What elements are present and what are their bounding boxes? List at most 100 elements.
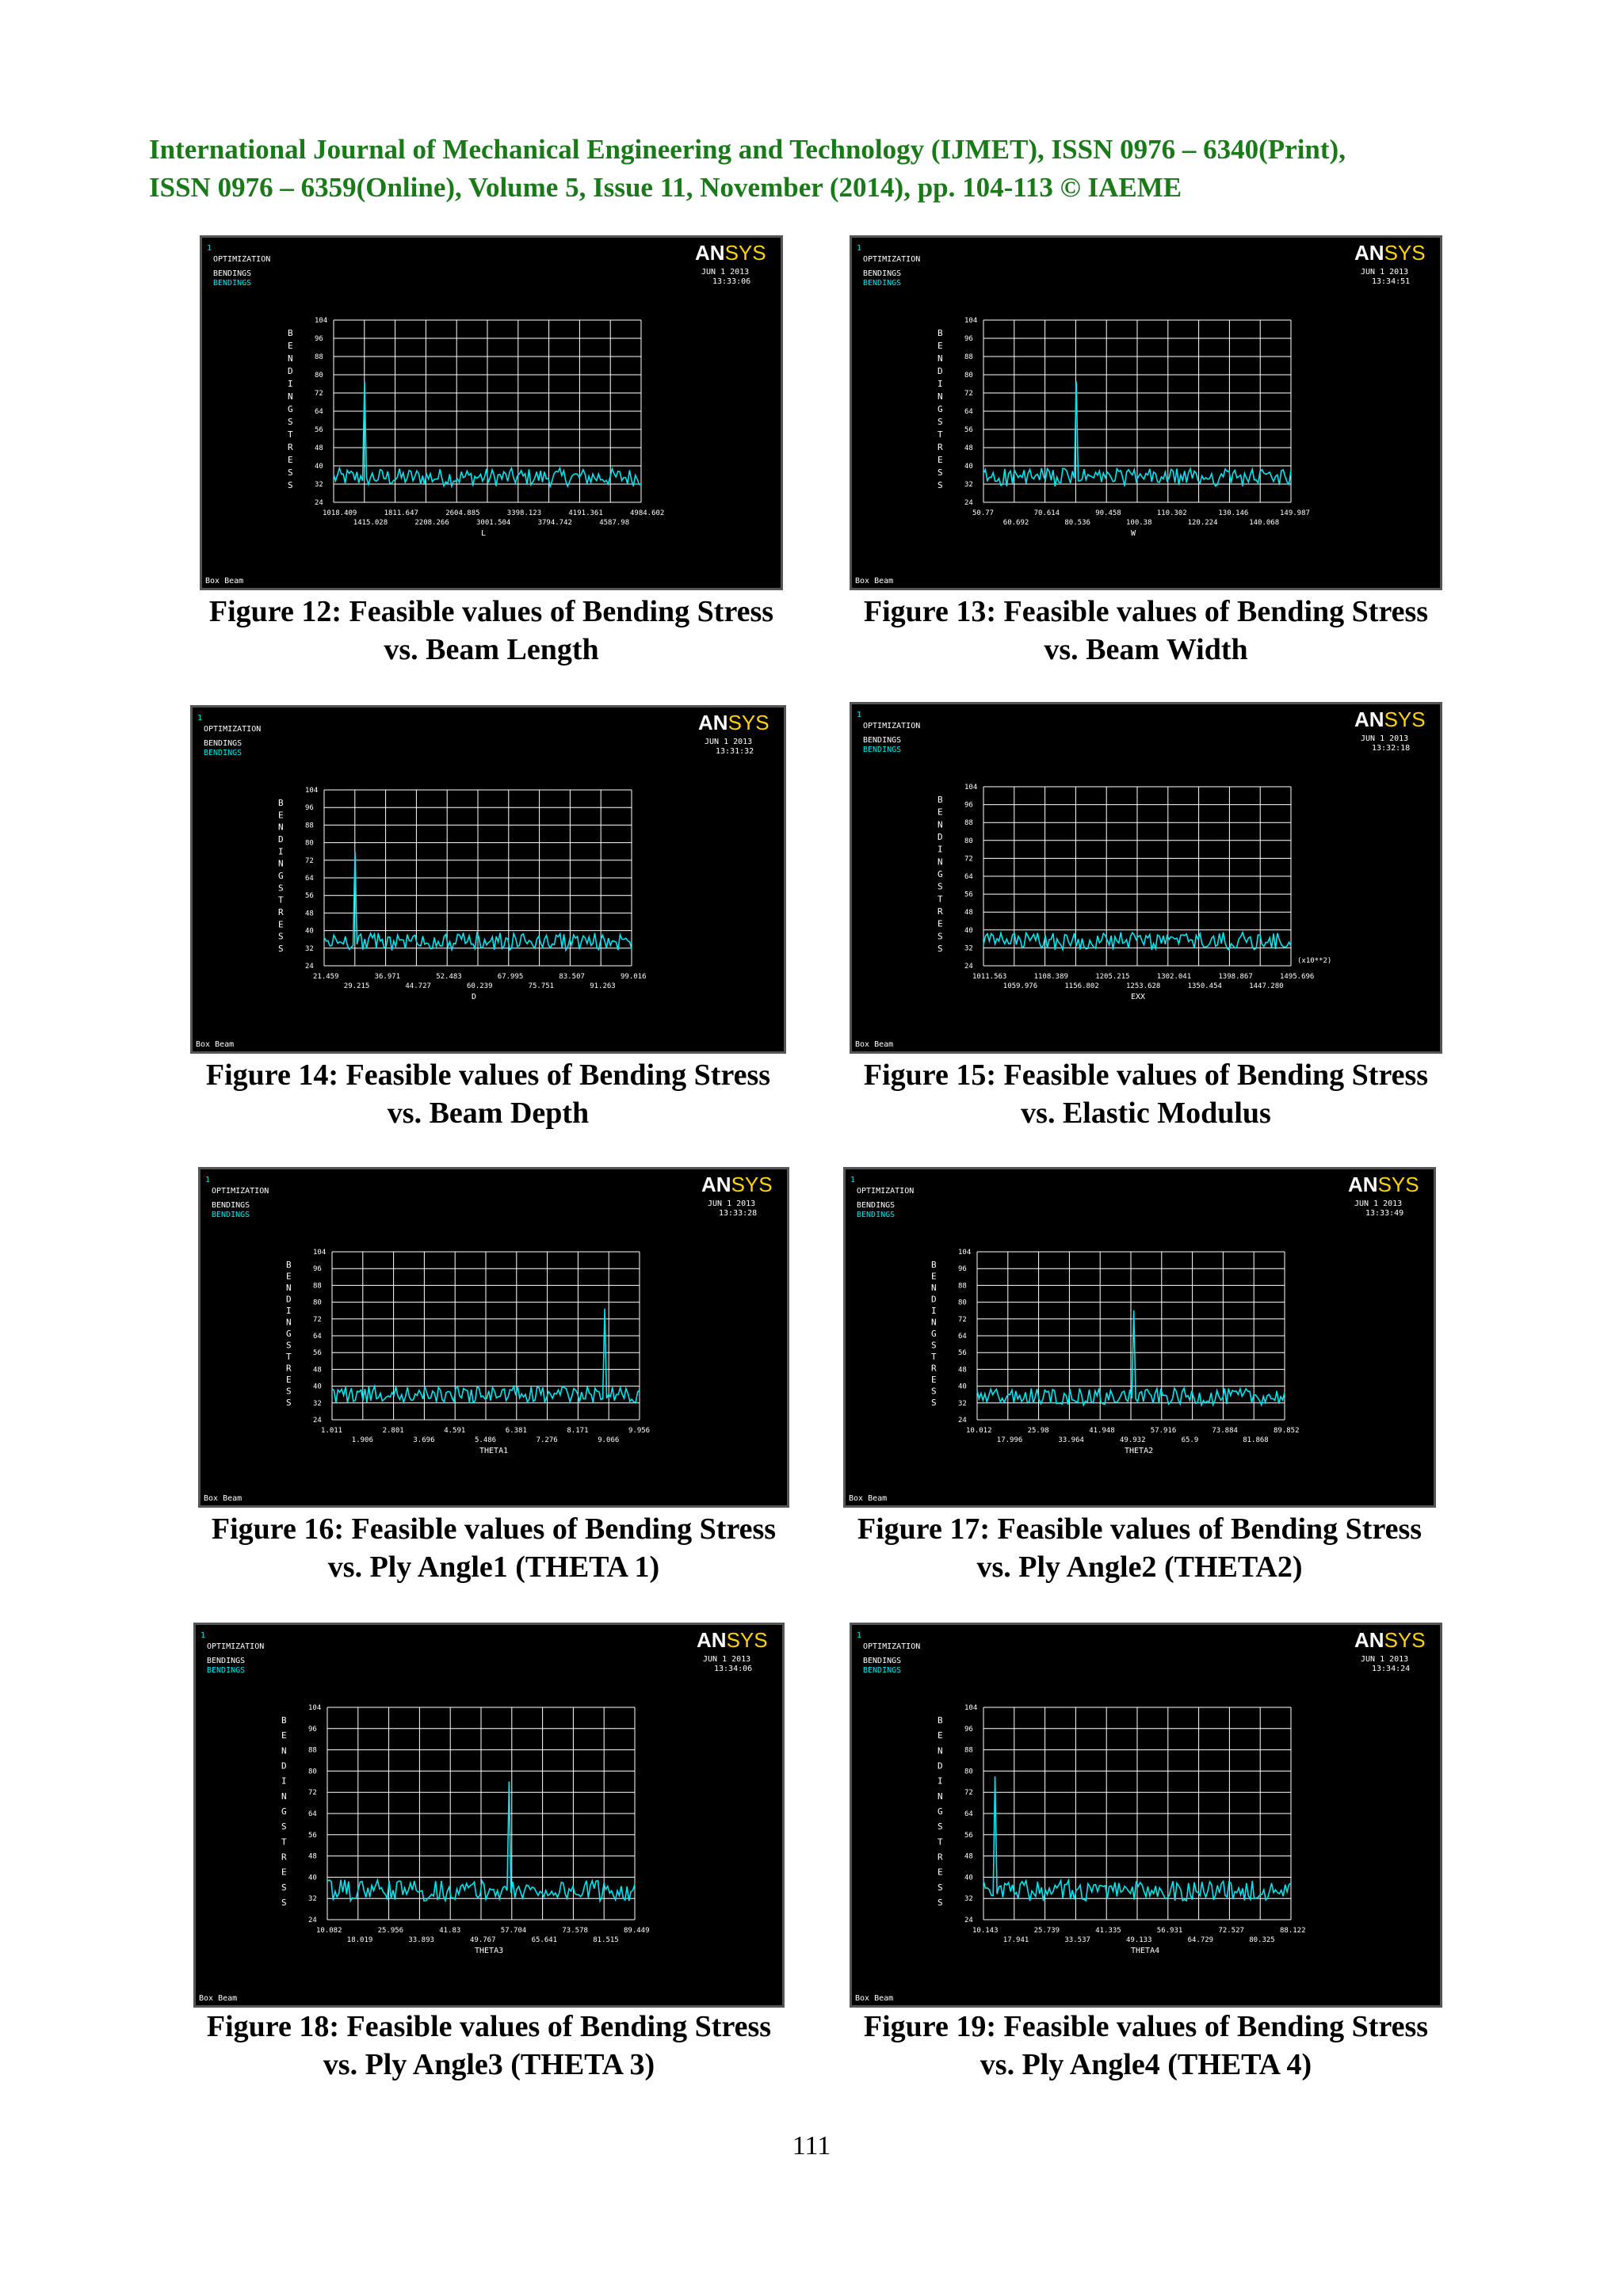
x-tick-label: 91.263 xyxy=(590,982,616,990)
y-tick-label: 80 xyxy=(958,1299,967,1307)
x-tick-label: 81.868 xyxy=(1243,1436,1269,1444)
bending-stress-curve xyxy=(331,1308,640,1405)
x-tick-label: 65.641 xyxy=(532,1936,558,1944)
panel-title: OPTIMIZATION xyxy=(207,1642,264,1651)
y-tick-label: 96 xyxy=(305,804,314,812)
bending-stress-curve xyxy=(333,381,642,489)
x-tick-label: 21.459 xyxy=(313,973,339,981)
y-tick-label: 24 xyxy=(958,1417,967,1425)
y-tick-label: 72 xyxy=(958,1316,967,1324)
y-tick-label: 48 xyxy=(964,1853,973,1861)
plot-grid xyxy=(327,1707,636,1920)
plot-grid xyxy=(976,1251,1285,1421)
x-tick-label: 3794.742 xyxy=(538,519,572,527)
x-tick-label: 1.011 xyxy=(321,1427,342,1435)
x-tick-label: 5.486 xyxy=(475,1436,496,1444)
ansys-logo-sys: SYS xyxy=(727,1628,768,1652)
figure-caption-line-1: Figure 17: Feasible values of Bending St… xyxy=(857,1512,1423,1546)
y-tick-label: 40 xyxy=(305,928,314,936)
window-id: 1 xyxy=(850,1176,855,1184)
x-tick-label: 9.066 xyxy=(598,1436,619,1444)
x-axis-label: THETA4 xyxy=(1131,1947,1159,1955)
plot-date: JUN 1 2013 xyxy=(703,1655,750,1664)
x-tick-label: 1447.280 xyxy=(1249,982,1283,990)
y-tick-label: 32 xyxy=(313,1400,322,1408)
y-tick-label: 32 xyxy=(315,481,323,489)
ansys-logo-sys: SYS xyxy=(1384,707,1426,731)
plot-grid xyxy=(323,789,632,967)
legend-series: BENDINGS xyxy=(213,279,251,288)
panel-footer: Box Beam xyxy=(855,577,893,585)
y-tick-label: 48 xyxy=(305,910,314,917)
y-tick-label: 24 xyxy=(315,499,323,507)
x-tick-label: 72.527 xyxy=(1218,1927,1244,1935)
y-tick-label: 24 xyxy=(313,1417,322,1425)
x-tick-label: 9.956 xyxy=(628,1427,650,1435)
ansys-logo-an: AN xyxy=(695,241,725,265)
plot-time: 13:34:24 xyxy=(1372,1665,1410,1673)
ansys-logo-sys: SYS xyxy=(725,241,766,265)
ansys-logo-sys: SYS xyxy=(1384,1628,1426,1652)
x-tick-label: 90.458 xyxy=(1095,509,1121,517)
y-tick-label: 88 xyxy=(305,822,314,830)
x-tick-label: 10.012 xyxy=(966,1427,992,1435)
x-tick-label: 50.77 xyxy=(972,509,994,517)
x-tick-label: 110.302 xyxy=(1157,509,1187,517)
x-tick-label: 1350.454 xyxy=(1188,982,1222,990)
x-tick-label: 1011.563 xyxy=(972,973,1006,981)
y-tick-label: 32 xyxy=(958,1400,967,1408)
x-tick-label: 17.941 xyxy=(1003,1936,1029,1944)
x-tick-label: 44.727 xyxy=(405,982,431,990)
x-tick-label: 1.906 xyxy=(352,1436,373,1444)
x-tick-label: 99.016 xyxy=(621,973,647,981)
x-tick-label: 4.591 xyxy=(444,1427,465,1435)
y-tick-label: 56 xyxy=(315,426,323,434)
x-tick-label: 49.133 xyxy=(1126,1936,1152,1944)
x-tick-label: 33.964 xyxy=(1058,1436,1084,1444)
y-tick-label: 48 xyxy=(313,1366,322,1374)
y-tick-label: 64 xyxy=(305,875,314,883)
y-tick-label: 56 xyxy=(964,426,973,434)
panel-title: OPTIMIZATION xyxy=(863,255,920,264)
window-id: 1 xyxy=(200,1631,205,1640)
y-tick-label: 32 xyxy=(305,945,314,953)
x-axis-multiplier: (x10**2) xyxy=(1297,957,1331,965)
plot-time: 13:34:51 xyxy=(1372,277,1410,286)
x-tick-label: 80.325 xyxy=(1249,1936,1275,1944)
plot-date: JUN 1 2013 xyxy=(1361,268,1408,277)
y-tick-label: 24 xyxy=(305,963,314,971)
bending-stress-curve xyxy=(983,381,1292,487)
panel-title: OPTIMIZATION xyxy=(204,725,261,734)
y-tick-label: 32 xyxy=(964,944,973,952)
ansys-plot-panel: 1 OPTIMIZATION BENDINGS BENDINGS ANSYS JUN 1 … xyxy=(850,1623,1442,2008)
plot-grid xyxy=(983,1707,1292,1920)
y-tick-label: 72 xyxy=(308,1789,317,1797)
x-tick-label: 17.996 xyxy=(997,1436,1023,1444)
figure-caption-line-1: Figure 14: Feasible values of Bending St… xyxy=(205,1058,771,1092)
y-tick-label: 96 xyxy=(308,1726,317,1733)
y-tick-label: 48 xyxy=(315,444,323,452)
y-tick-label: 80 xyxy=(964,372,973,379)
y-tick-label: 72 xyxy=(964,855,973,863)
y-tick-label: 104 xyxy=(308,1704,321,1712)
legend-label: BENDINGS xyxy=(863,1657,901,1665)
ansys-plot-panel: 1 OPTIMIZATION BENDINGS BENDINGS ANSYS JUN 1 … xyxy=(190,705,786,1054)
journal-header: International Journal of Mechanical Engi… xyxy=(149,131,1512,207)
figure-caption-line-2: vs. Beam Depth xyxy=(387,1097,590,1130)
y-tick-label: 24 xyxy=(964,1917,973,1924)
window-id: 1 xyxy=(205,1176,210,1184)
y-tick-label: 104 xyxy=(958,1249,971,1257)
x-tick-label: 73.884 xyxy=(1212,1427,1238,1435)
figure-caption-line-1: Figure 13: Feasible values of Bending St… xyxy=(863,595,1429,628)
legend-series: BENDINGS xyxy=(863,279,901,288)
x-tick-label: 10.082 xyxy=(316,1927,342,1935)
y-tick-label: 40 xyxy=(313,1383,322,1391)
y-tick-label: 104 xyxy=(305,787,318,795)
x-tick-label: 3398.123 xyxy=(507,509,541,517)
legend-label: BENDINGS xyxy=(212,1201,250,1210)
x-axis-label: L xyxy=(481,529,486,538)
y-tick-label: 96 xyxy=(964,335,973,343)
